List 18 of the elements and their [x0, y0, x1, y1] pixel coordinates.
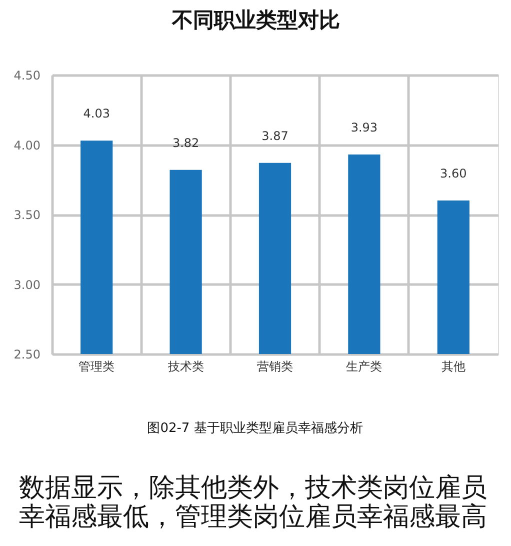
data-label: 3.87: [262, 128, 288, 143]
y-tick-label: 2.50: [14, 348, 40, 362]
y-tick-label: 3.50: [14, 208, 40, 222]
data-label: 3.82: [172, 136, 200, 150]
x-tick-label: 营销类: [257, 360, 293, 374]
data-label: 4.03: [83, 106, 110, 121]
x-tick-label: 技术类: [166, 360, 204, 374]
y-tick-label: 4.50: [14, 68, 40, 82]
data-label: 3.60: [440, 166, 467, 181]
x-tick-label: 其他: [441, 360, 466, 374]
x-tick-label: 生产类: [346, 360, 382, 374]
text: 数据显示，除其他类外，技术类岗位雇员幸福感最低，管理类岗位雇员幸福感最高: [19, 473, 487, 532]
chart-title: 不同职业类型对比: [171, 8, 340, 32]
data-label: 3.93: [350, 120, 378, 135]
y-tick-label: 4.00: [14, 138, 40, 152]
y-tick-label: 3.00: [14, 278, 40, 292]
caption: 图02-7 基于职业类型雇员幸福感分析: [147, 420, 363, 436]
x-tick-label: 管理类: [78, 360, 115, 374]
